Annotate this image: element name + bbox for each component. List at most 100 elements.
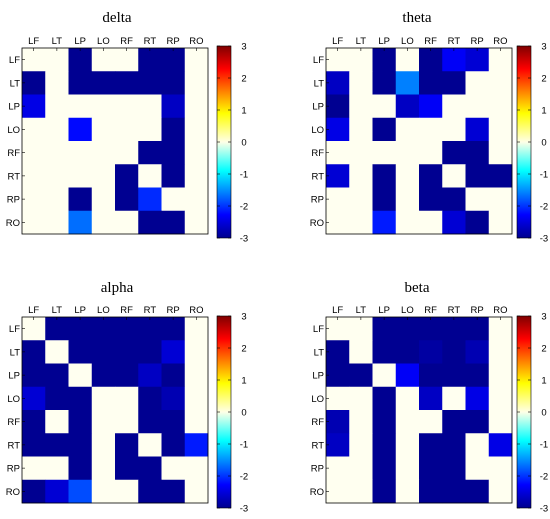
x-tick-label: RO (189, 305, 203, 316)
y-tick-label: LO (311, 125, 324, 136)
heatmap-cell (488, 410, 513, 434)
heatmap-cell (161, 187, 186, 212)
heatmap-cell (184, 317, 209, 341)
x-tick-label: LT (52, 36, 63, 47)
colorbar-tick-label: -2 (240, 202, 248, 213)
heatmap-cell (138, 317, 162, 341)
heatmap-cell (22, 117, 46, 142)
heatmap-cell (91, 317, 116, 341)
heatmap-cell (442, 117, 466, 142)
x-tick-label: RP (167, 305, 180, 316)
heatmap-cell (45, 410, 69, 434)
plot-frame (325, 47, 513, 235)
heatmap-cell (161, 386, 186, 411)
heatmap-cell (465, 479, 490, 504)
heatmap-cell (442, 456, 466, 481)
heatmap-cell (349, 317, 373, 341)
heatmap-cell (465, 410, 490, 434)
heatmap-cell (465, 117, 490, 142)
heatmap-cell (138, 141, 162, 165)
chart-title: alpha (101, 280, 134, 296)
x-tick-label: RT (144, 36, 157, 47)
heatmap-cell (395, 210, 420, 235)
y-tick-label: LF (9, 324, 20, 335)
heatmap-cell (184, 210, 209, 235)
heatmap-cell (395, 48, 420, 72)
colorbar-tick-label: -2 (540, 202, 548, 213)
heatmap-cell (395, 94, 420, 119)
heatmap-cell (465, 164, 490, 188)
heatmap-cell (22, 456, 46, 481)
heatmap-cell (68, 141, 93, 165)
heatmap-cell (395, 187, 420, 212)
x-tick-label: RO (493, 305, 507, 316)
heatmap-cell (115, 340, 139, 364)
colorbar-tick-label: 2 (241, 74, 246, 85)
colorbar-tick-label: -3 (240, 504, 248, 515)
x-tick-label: RF (424, 36, 437, 47)
heatmap-cell (326, 141, 350, 165)
heatmap-cell (45, 433, 69, 457)
heatmap-cell (442, 48, 466, 72)
heatmap-cell (22, 479, 46, 504)
heatmap-cell (115, 363, 139, 388)
colorbar-tick-label: 1 (541, 106, 546, 117)
plot-frame (21, 47, 209, 235)
heatmap-cell (372, 210, 397, 235)
heatmap-cell (115, 210, 139, 235)
heatmap-cell (419, 187, 443, 212)
heatmap-cell (488, 187, 513, 212)
heatmap-cell (465, 48, 490, 72)
heatmap-cell (372, 410, 397, 434)
heatmap-cell (115, 317, 139, 341)
colorbar-tick-label: -3 (240, 234, 248, 245)
heatmap-cell (326, 386, 350, 411)
heatmap-cell (419, 141, 443, 165)
heatmap-cell (68, 317, 93, 341)
x-tick-label: RT (144, 305, 157, 316)
heatmap-cell (22, 187, 46, 212)
heatmap-cell (22, 433, 46, 457)
heatmap-cell (22, 363, 46, 388)
heatmap-cell (184, 141, 209, 165)
heatmap-cell (184, 363, 209, 388)
chart-title: delta (102, 10, 131, 26)
heatmap-cell (372, 433, 397, 457)
colorbar-tick-label: -1 (540, 170, 548, 181)
heatmap-cell (326, 187, 350, 212)
heatmap-cell (465, 210, 490, 235)
heatmap-cell (442, 187, 466, 212)
heatmap-cell (326, 433, 350, 457)
heatmap-cell (91, 94, 116, 119)
colorbar-tick-label: 3 (241, 42, 246, 53)
heatmap-cell (184, 187, 209, 212)
x-tick-label: RP (471, 305, 484, 316)
heatmap-cell (395, 410, 420, 434)
heatmap-cell (442, 71, 466, 95)
colorbar-tick-label: 0 (241, 138, 246, 149)
colorbar-tick-label: 0 (541, 138, 546, 149)
heatmap-cell (68, 386, 93, 411)
heatmap-cell (138, 433, 162, 457)
heatmap-cell (419, 117, 443, 142)
heatmap-cell (326, 456, 350, 481)
colorbar-tick-label: 2 (541, 74, 546, 85)
heatmap-cell (465, 71, 490, 95)
heatmap-cell (465, 386, 490, 411)
heatmap-cell (465, 187, 490, 212)
heatmap-cell (115, 71, 139, 95)
heatmap-cell (395, 141, 420, 165)
heatmap-cell (45, 187, 69, 212)
y-tick-label: RF (311, 417, 324, 428)
heatmap-cell (184, 386, 209, 411)
heatmap-cell (184, 340, 209, 364)
heatmap-cell (68, 164, 93, 188)
heatmap-cell (372, 141, 397, 165)
heatmap-cell (161, 433, 186, 457)
heatmap-cell (488, 48, 513, 72)
chart-title: theta (402, 10, 431, 26)
colorbar-tick-label: 1 (241, 376, 246, 387)
heatmap-cell (419, 433, 443, 457)
heatmap-cell (419, 340, 443, 364)
heatmap-cell (161, 141, 186, 165)
